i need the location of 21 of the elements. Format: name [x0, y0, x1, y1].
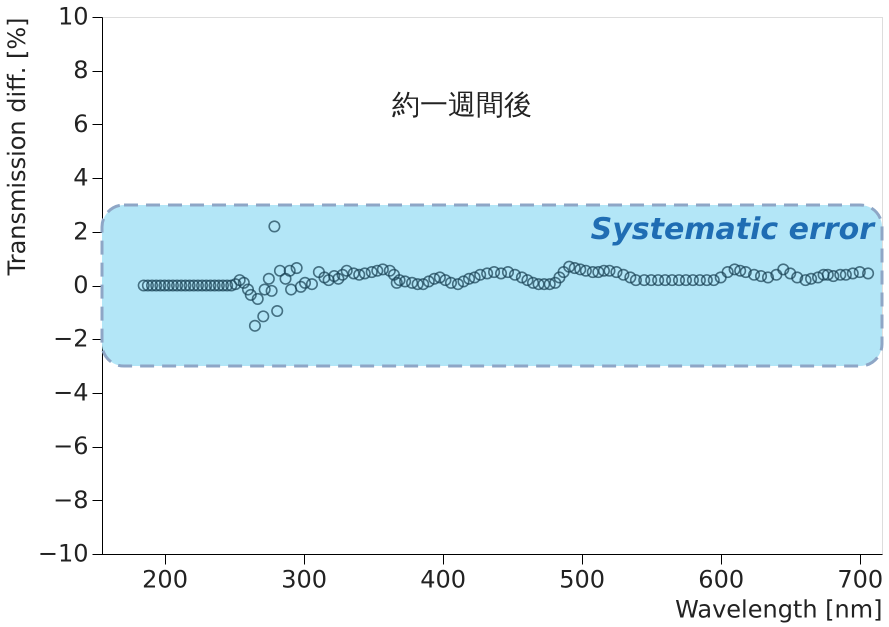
- x-axis-title: Wavelength [nm]: [675, 596, 882, 624]
- y-tick-label: 6: [73, 110, 88, 138]
- y-axis-title: Transmission diff. [%]: [2, 18, 31, 276]
- x-tick-label: 600: [698, 566, 744, 594]
- x-tick-label: 500: [559, 566, 606, 594]
- y-tick-label: −10: [38, 540, 88, 568]
- text: 約一週間後: [392, 88, 532, 121]
- y-tick-label: 0: [73, 271, 88, 299]
- x-tick-label: 200: [142, 566, 188, 594]
- y-tick-label: −2: [53, 324, 88, 353]
- y-tick-label: 10: [58, 2, 88, 30]
- band-label: Systematic error: [590, 212, 876, 247]
- y-tick-label: −4: [53, 378, 88, 406]
- x-tick-label: 700: [837, 566, 884, 594]
- y-tick-label: −8: [53, 486, 88, 514]
- y-tick-label: 4: [73, 164, 88, 192]
- x-tick-label: 400: [420, 566, 466, 594]
- y-tick-label: −6: [53, 432, 88, 460]
- y-tick-label: 2: [73, 217, 88, 246]
- x-tick-label: 300: [281, 566, 328, 594]
- y-tick-label: 8: [73, 56, 88, 84]
